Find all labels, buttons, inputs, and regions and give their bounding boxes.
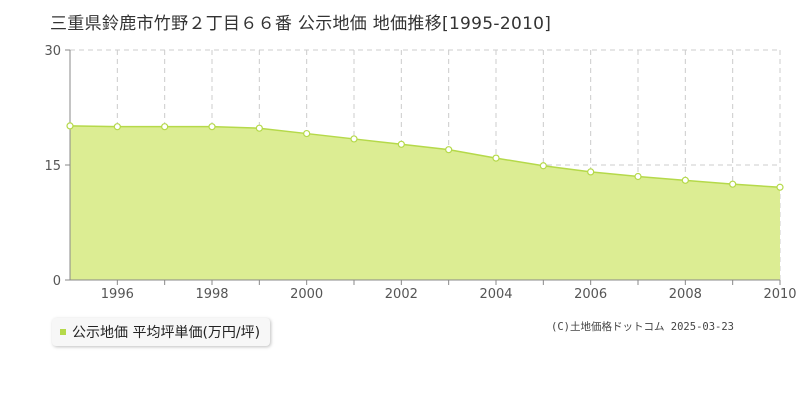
x-tick-label-2008: 2008 <box>669 287 702 302</box>
y-tick-label-30: 30 <box>44 44 61 59</box>
legend: 公示地価 平均坪単価(万円/坪) <box>52 318 271 346</box>
axes <box>65 49 781 285</box>
data-points <box>66 122 784 191</box>
data-point-2001 <box>350 135 358 143</box>
x-tick-label-2000: 2000 <box>290 287 323 302</box>
data-point-2002 <box>397 140 405 148</box>
data-point-1996 <box>113 123 121 131</box>
data-point-1998 <box>208 123 216 131</box>
copyright-credit: (C)土地価格ドットコム 2025-03-23 <box>551 321 735 333</box>
area-layer <box>69 125 781 281</box>
x-tick-label-2004: 2004 <box>479 287 512 302</box>
data-point-2009 <box>729 180 737 188</box>
legend-label: 公示地価 平均坪単価(万円/坪) <box>72 325 261 341</box>
area-fill <box>70 125 780 281</box>
x-tick-label-2010: 2010 <box>763 287 796 302</box>
y-tick-label-0: 0 <box>53 274 61 289</box>
data-point-2000 <box>303 129 311 138</box>
series-line <box>69 125 781 188</box>
x-tick-label-2002: 2002 <box>385 287 418 302</box>
data-point-2004 <box>492 154 500 162</box>
chart-title: 三重県鈴鹿市竹野２丁目６６番 公示地価 地価推移[1995-2010] <box>50 14 552 34</box>
data-point-2010 <box>776 183 784 191</box>
x-tick-label-1996: 1996 <box>101 287 134 302</box>
data-point-2003 <box>445 146 453 154</box>
data-point-2007 <box>634 172 642 181</box>
data-point-2008 <box>681 176 689 184</box>
data-point-2005 <box>539 162 547 170</box>
y-tick-label-15: 15 <box>44 159 61 174</box>
x-tick-label-2006: 2006 <box>574 287 607 302</box>
legend-swatch <box>60 329 66 335</box>
data-point-2006 <box>587 168 595 176</box>
x-tick-label-1998: 1998 <box>195 287 228 302</box>
tick-labels: 0 15 30 1996 1998 2000 2002 2004 2006 2008 2010 <box>44 44 796 302</box>
data-point-1995 <box>66 122 74 130</box>
data-point-1999 <box>255 124 263 132</box>
data-point-1997 <box>161 123 169 131</box>
